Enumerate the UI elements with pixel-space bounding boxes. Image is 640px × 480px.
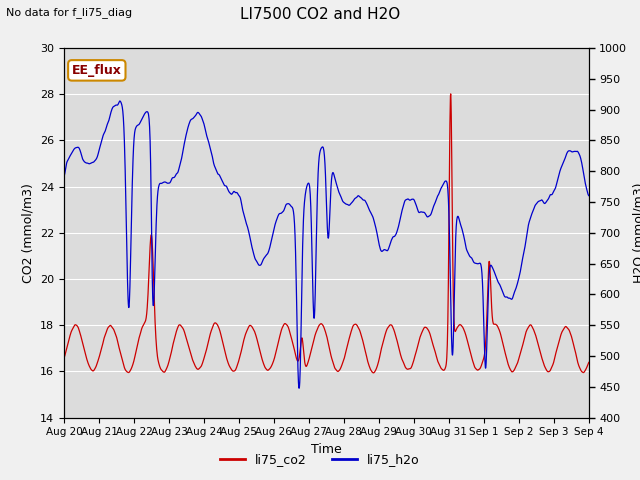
Y-axis label: H2O (mmol/m3): H2O (mmol/m3) [633,182,640,283]
Y-axis label: CO2 (mmol/m3): CO2 (mmol/m3) [22,183,35,283]
Text: EE_flux: EE_flux [72,64,122,77]
Legend: li75_co2, li75_h2o: li75_co2, li75_h2o [215,448,425,471]
Text: LI7500 CO2 and H2O: LI7500 CO2 and H2O [240,7,400,22]
Text: No data for f_li75_diag: No data for f_li75_diag [6,7,132,18]
X-axis label: Time: Time [311,443,342,456]
